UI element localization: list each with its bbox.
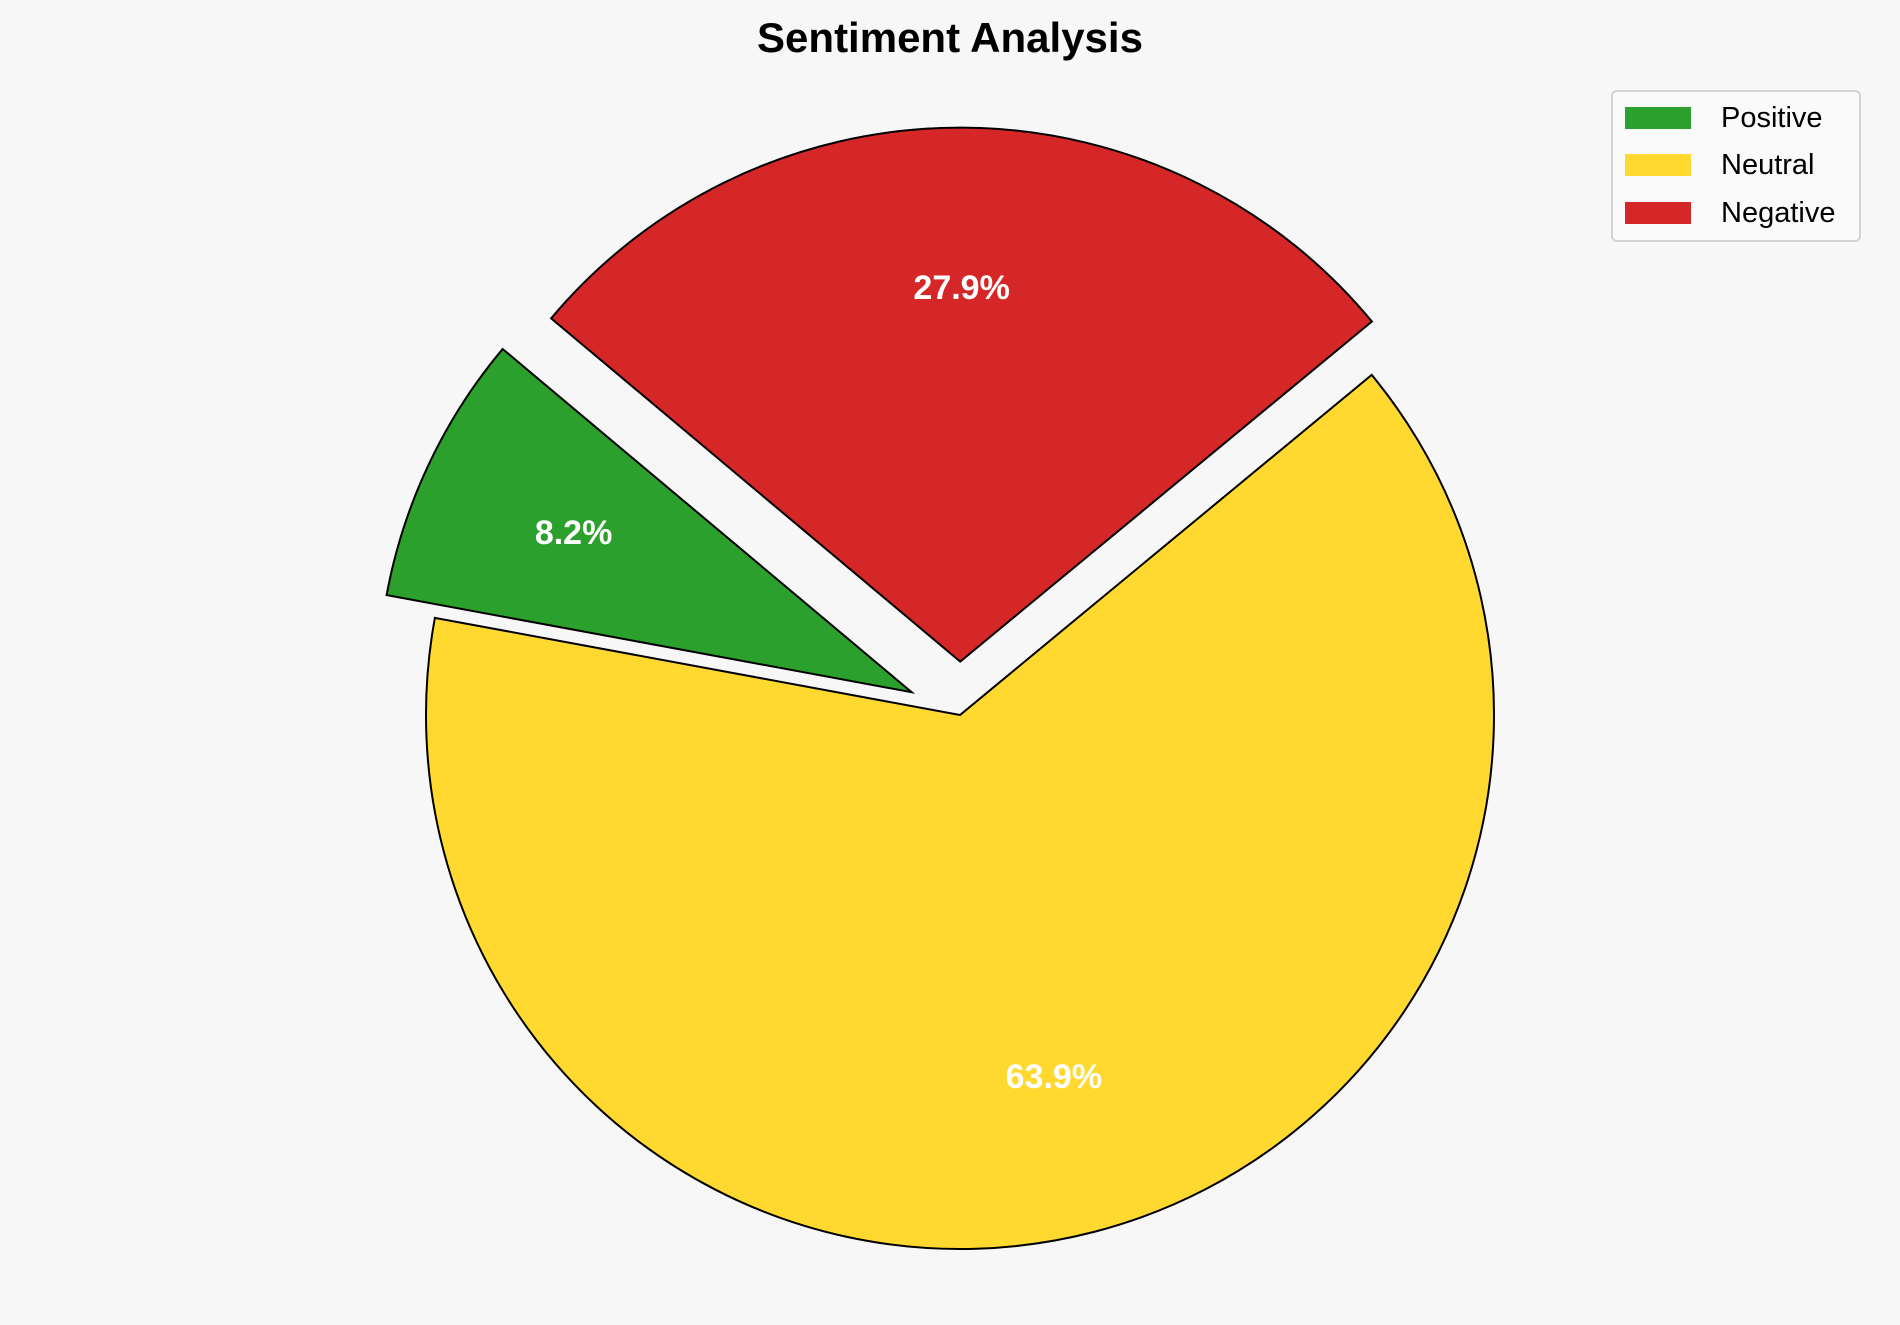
legend-label-negative: Negative — [1721, 196, 1836, 229]
legend: Positive Neutral Negative — [1611, 90, 1861, 242]
legend-swatch-positive — [1625, 107, 1691, 129]
pie-label-neutral: 63.9% — [1006, 1058, 1102, 1096]
legend-swatch-neutral — [1625, 154, 1691, 176]
legend-item-positive: Positive — [1625, 101, 1823, 134]
legend-swatch-negative — [1625, 202, 1691, 224]
pie-slice-negative — [549, 126, 1374, 663]
pie-label-positive: 8.2% — [535, 514, 613, 552]
pie-slice-positive — [385, 347, 916, 694]
legend-item-neutral: Neutral — [1625, 148, 1815, 181]
legend-item-negative: Negative — [1625, 196, 1836, 229]
pie-label-negative: 27.9% — [913, 269, 1009, 307]
legend-label-positive: Positive — [1721, 101, 1823, 134]
pie-slice-neutral — [425, 373, 1495, 1250]
chart-title: Sentiment Analysis — [757, 14, 1143, 61]
legend-label-neutral: Neutral — [1721, 148, 1815, 181]
